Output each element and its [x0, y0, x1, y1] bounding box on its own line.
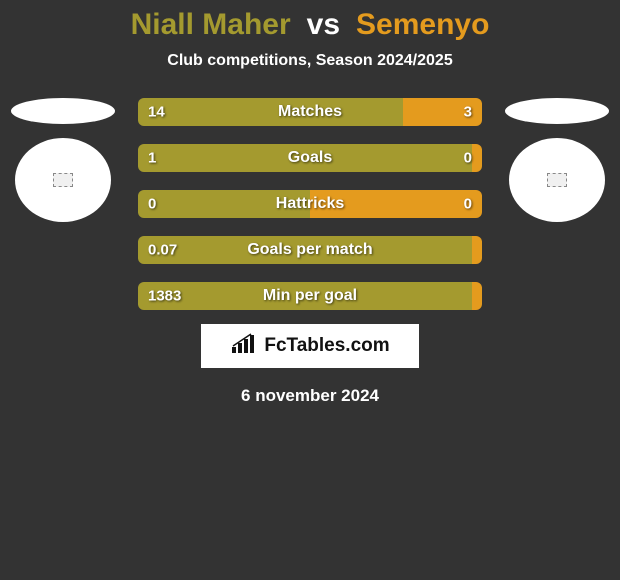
left-avatar-column: [8, 98, 118, 222]
stat-bar-right: [472, 282, 482, 310]
fctables-logo-icon: [230, 333, 258, 360]
player1-club-circle: [15, 138, 111, 222]
stat-bar: Hattricks 0 0: [138, 190, 482, 218]
stat-bar-right-value: 3: [464, 104, 472, 121]
player2-flag-ellipse: [505, 98, 609, 124]
stat-bar-left-value: 1383: [148, 288, 181, 305]
fctables-text: FcTables.com: [264, 335, 389, 357]
player2-club-circle: [509, 138, 605, 222]
stat-bar-right-value: 0: [464, 150, 472, 167]
stat-bar-label: Hattricks: [276, 195, 344, 213]
player2-name: Semenyo: [356, 8, 489, 41]
stat-bar-left-value: 0: [148, 196, 156, 213]
stat-bar-label: Goals: [288, 149, 332, 167]
stat-bar: Matches 14 3: [138, 98, 482, 126]
page-title: Niall Maher vs Semenyo: [0, 8, 620, 42]
fctables-badge: FcTables.com: [201, 324, 419, 368]
stat-bar-right: [472, 236, 482, 264]
player1-name: Niall Maher: [131, 8, 291, 41]
stat-bar-left-value: 0.07: [148, 242, 177, 259]
player1-club-icon: [53, 173, 73, 187]
player1-flag-ellipse: [11, 98, 115, 124]
stat-bar-left: [138, 98, 403, 126]
stat-bar: Min per goal 1383: [138, 282, 482, 310]
stat-bar-left-value: 1: [148, 150, 156, 167]
stat-bar-label: Min per goal: [263, 287, 357, 305]
stat-bar-right: [472, 144, 482, 172]
subtitle: Club competitions, Season 2024/2025: [0, 52, 620, 70]
stat-bars: Matches 14 3 Goals 1 0 Hattricks 0 0 Goals per ma…: [138, 98, 482, 310]
right-avatar-column: [502, 98, 612, 222]
stat-bar-label: Matches: [278, 103, 342, 121]
stat-bar: Goals per match 0.07: [138, 236, 482, 264]
stat-bar-right-value: 0: [464, 196, 472, 213]
vs-text: vs: [307, 8, 340, 41]
player2-club-icon: [547, 173, 567, 187]
stat-bar-label: Goals per match: [247, 241, 372, 259]
stat-bar-left-value: 14: [148, 104, 165, 121]
date-text: 6 november 2024: [0, 386, 620, 406]
stat-bar: Goals 1 0: [138, 144, 482, 172]
